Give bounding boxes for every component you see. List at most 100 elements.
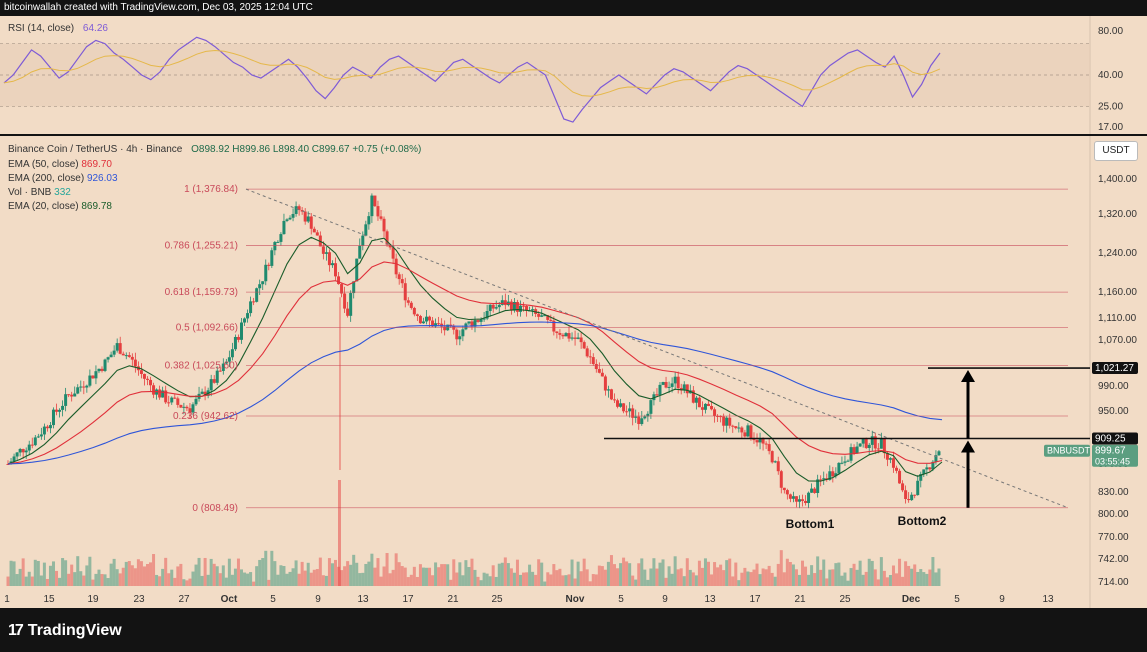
- volume-bar: [343, 566, 347, 586]
- volume-bar: [761, 568, 765, 586]
- volume-bar: [901, 576, 905, 586]
- volume-bar: [579, 571, 583, 586]
- volume-bar: [246, 573, 250, 586]
- candle-body: [51, 409, 55, 426]
- arrow-lower-head: [961, 440, 975, 453]
- volume-bar: [264, 550, 268, 586]
- volume-bar: [297, 573, 301, 586]
- price-tick-label: 1,240.00: [1098, 248, 1137, 259]
- volume-bar: [224, 577, 228, 586]
- volume-bar: [907, 565, 911, 586]
- volume-bar: [928, 569, 932, 586]
- volume-bar: [931, 557, 935, 586]
- legend-ema200[interactable]: EMA (200, close) 926.03: [8, 173, 118, 184]
- volume-bar: [285, 573, 289, 586]
- volume-bar: [540, 562, 544, 586]
- candle-body: [840, 462, 844, 464]
- candle-body: [637, 416, 641, 425]
- candle-body: [388, 244, 392, 248]
- volume-bar: [355, 562, 359, 586]
- volume-bar: [888, 574, 892, 586]
- candle-body: [249, 301, 253, 314]
- candle-body: [152, 385, 156, 395]
- volume-bar: [776, 563, 780, 586]
- volume-bar: [773, 576, 777, 586]
- price-tag-bg: [1092, 444, 1138, 467]
- candle-body: [458, 336, 462, 340]
- volume-bar: [382, 566, 386, 586]
- candle-body: [400, 279, 404, 284]
- volume-bar: [82, 575, 86, 586]
- candle-body: [294, 206, 298, 214]
- candle-body: [334, 263, 338, 277]
- volume-bar: [170, 569, 174, 586]
- volume-bar: [837, 562, 841, 586]
- candle-body: [549, 319, 553, 321]
- candle-body: [421, 321, 425, 324]
- candle-body: [879, 439, 883, 449]
- volume-bar: [700, 567, 704, 586]
- candle-body: [801, 499, 805, 501]
- candle-body: [512, 302, 516, 311]
- candle-body: [764, 443, 768, 445]
- candle-body: [142, 373, 146, 379]
- candle-body: [734, 426, 738, 429]
- candle-body: [767, 444, 771, 452]
- candle-body: [473, 320, 477, 327]
- candle-body: [907, 499, 911, 501]
- candle-body: [658, 384, 662, 395]
- volume-bar: [755, 563, 759, 586]
- volume-bar: [682, 576, 686, 586]
- candle-body: [67, 394, 71, 396]
- candle-body: [233, 336, 237, 350]
- volume-bar: [352, 554, 356, 586]
- volume-bar: [294, 560, 298, 586]
- candle-body: [70, 394, 74, 397]
- volume-bar: [885, 577, 889, 586]
- volume-bar: [233, 568, 237, 586]
- candle-body: [758, 438, 762, 443]
- x-tick-label: 13: [704, 594, 716, 605]
- volume-bar: [810, 565, 814, 586]
- candle-body: [752, 438, 756, 441]
- volume-bar: [318, 557, 322, 586]
- volume-bar: [261, 558, 265, 586]
- volume-bar: [646, 579, 650, 586]
- volume-bar: [361, 572, 365, 586]
- volume-bar: [15, 574, 19, 586]
- volume-bar: [33, 559, 37, 586]
- candle-body: [622, 403, 626, 412]
- rsi-ma-line: [3, 49, 941, 97]
- volume-bar: [913, 564, 917, 586]
- tradingview-logo-icon: 17: [8, 622, 24, 639]
- symbol-title[interactable]: Binance Coin / TetherUS · 4h · Binance: [8, 144, 183, 155]
- candle-body: [655, 394, 659, 396]
- volume-bar: [370, 553, 374, 586]
- currency-button[interactable]: USDT: [1094, 141, 1138, 161]
- descending-trendline: [245, 188, 1069, 509]
- volume-bar: [491, 565, 495, 586]
- legend-ema50[interactable]: EMA (50, close) 869.70: [8, 159, 112, 170]
- volume-bar: [367, 561, 371, 586]
- candle-body: [870, 436, 874, 445]
- candle-body: [106, 357, 110, 360]
- x-tick-label: 1: [4, 594, 10, 605]
- volume-bar: [461, 575, 465, 586]
- volume-bar: [321, 575, 325, 586]
- x-tick-label: 13: [357, 594, 369, 605]
- candle-body: [782, 487, 786, 491]
- candle-body: [461, 329, 465, 337]
- candle-body: [922, 469, 926, 475]
- candle-body: [488, 304, 492, 311]
- legend-ema20[interactable]: EMA (20, close) 869.78: [8, 201, 112, 212]
- candle-body: [12, 456, 16, 462]
- candle-body: [340, 284, 344, 294]
- volume-bar: [215, 566, 219, 586]
- candle-body: [731, 425, 735, 427]
- volume-bar: [312, 569, 316, 586]
- volume-bar: [306, 562, 310, 586]
- candle-body: [576, 337, 580, 339]
- candle-body: [567, 333, 571, 339]
- legend-volume[interactable]: Vol · BNB 332: [8, 187, 71, 198]
